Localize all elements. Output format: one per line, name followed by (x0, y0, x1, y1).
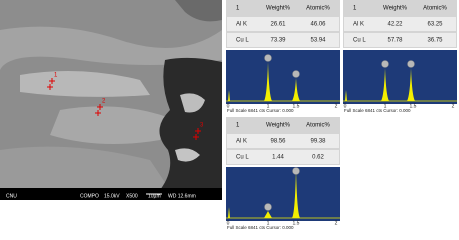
spectrum-panel: 1 Weight% Atomic% Al K 26.61 46.06 Cu L 73.39 53… (226, 0, 340, 113)
spectrum-peak (407, 68, 415, 101)
spectrum-peak (228, 90, 230, 101)
spectrum-peak (292, 78, 300, 101)
figure: CNU COMPO 15.0kV X500 10µm WD 12.6mm 1 2 3 1 Weig… (0, 0, 457, 229)
axis-label: 1.5 (410, 103, 417, 109)
sem-info-label: X500 (126, 193, 138, 199)
sem-info-label: COMPO (80, 193, 99, 199)
sem-info-label: WD 12.6mm (168, 193, 196, 199)
table-header: Atomic% (306, 123, 330, 129)
spectrum-peak (228, 207, 230, 218)
axis-label: 0 (227, 103, 230, 109)
spectrum-footer: Full Scale 6841 cts Cursor: 0.000 (344, 108, 411, 113)
table-cell: Al K (353, 22, 364, 28)
spectrum-peak (264, 211, 272, 218)
sem-info-bar (0, 188, 222, 200)
table-row (227, 17, 339, 31)
spectrum-panel: 1 Weight% Atomic% Al K 98.56 99.38 Cu L 1.44 0.6… (226, 117, 340, 229)
table-header: 1 (353, 6, 357, 12)
table-header: 1 (236, 6, 240, 12)
table-cell: Al K (236, 139, 247, 145)
table-row (227, 33, 339, 47)
spectrum-peak (381, 68, 389, 101)
marker-label: 2 (102, 99, 106, 105)
sem-labels: CNU COMPO 15.0kV X500 10µm WD 12.6mm 1 2 3 (6, 73, 204, 200)
sem-info-label: 15.0kV (104, 193, 120, 199)
spectrum-area (343, 50, 457, 104)
table-cell: 63.25 (427, 22, 443, 28)
sem-phase (50, 106, 170, 144)
axis-label: 0 (227, 220, 230, 226)
table-cell: 26.61 (270, 22, 286, 28)
table-header: Atomic% (306, 6, 330, 12)
spectrum-peak (345, 90, 347, 101)
sem-phase (0, 26, 222, 71)
table-cell: 57.78 (387, 38, 403, 44)
table-header: 1 (236, 123, 240, 129)
spectrum-footer: Full Scale 6841 cts Cursor: 0.000 (227, 108, 294, 113)
table-cell: 1.44 (272, 155, 284, 161)
table-row (344, 17, 456, 31)
sem-particle (175, 148, 200, 162)
table-cell: 36.75 (427, 38, 443, 44)
marker-cross (193, 134, 199, 140)
axis-label: 1.5 (293, 103, 300, 109)
axis-label: 0 (344, 103, 347, 109)
sem-phase (175, 0, 222, 22)
table-cell: 99.38 (310, 139, 326, 145)
peak-marker (264, 203, 272, 211)
axis-label: 1 (267, 220, 270, 226)
spectra-panels: 1 Weight% Atomic% Al K 26.61 46.06 Cu L 73.39 53… (226, 0, 457, 229)
table-cell: 42.22 (387, 22, 403, 28)
table-header: Weight% (383, 6, 408, 12)
spectrum-peak (264, 62, 272, 101)
axis-label: 2 (335, 220, 338, 226)
table-cell: 98.56 (270, 139, 286, 145)
marker-cross (195, 128, 201, 134)
table-cell: 0.62 (312, 155, 324, 161)
spectrum-area (226, 50, 340, 104)
sem-phase (0, 146, 170, 190)
axis-label: 2 (452, 103, 455, 109)
peak-marker (264, 54, 272, 62)
spectrum-area (226, 167, 340, 221)
peak-marker (407, 60, 415, 68)
axis-label: 1.5 (293, 220, 300, 226)
table-header: Weight% (266, 123, 291, 129)
marker-label: 3 (200, 123, 204, 129)
table-cell: Cu L (236, 155, 249, 161)
table-cell: Cu L (236, 38, 249, 44)
marker-cross (47, 84, 53, 90)
table-cell: 46.06 (310, 22, 326, 28)
table-row (227, 134, 339, 148)
table-cell: Cu L (353, 38, 366, 44)
table-cell: 73.39 (270, 38, 286, 44)
table-header: Atomic% (423, 6, 447, 12)
spectrum-peak (292, 169, 300, 218)
marker-label: 1 (54, 73, 58, 79)
marker-cross (97, 104, 103, 110)
spectrum-panel: 1 Weight% Atomic% Al K 42.22 63.25 Cu L 57.78 36… (343, 0, 457, 113)
sem-phase (20, 71, 150, 97)
marker-cross (95, 110, 101, 116)
table-cell: 53.94 (310, 38, 326, 44)
sem-particle (180, 93, 205, 113)
spectrum-footer: Full Scale 6841 cts Cursor: 0.000 (227, 225, 294, 229)
sem-dark-phase (159, 57, 222, 190)
peak-marker (292, 167, 300, 175)
table-cell: Al K (236, 22, 247, 28)
axis-label: 2 (335, 103, 338, 109)
table-header: Weight% (266, 6, 291, 12)
sem-info-label: CNU (6, 193, 17, 199)
axis-label: 1 (267, 103, 270, 109)
peak-marker (292, 70, 300, 78)
axis-label: 1 (384, 103, 387, 109)
table-row (227, 150, 339, 164)
sem-info-label: 10µm (148, 193, 161, 199)
marker-cross (49, 78, 55, 84)
peak-marker (381, 60, 389, 68)
table-row (344, 33, 456, 47)
sem-image (0, 0, 222, 200)
